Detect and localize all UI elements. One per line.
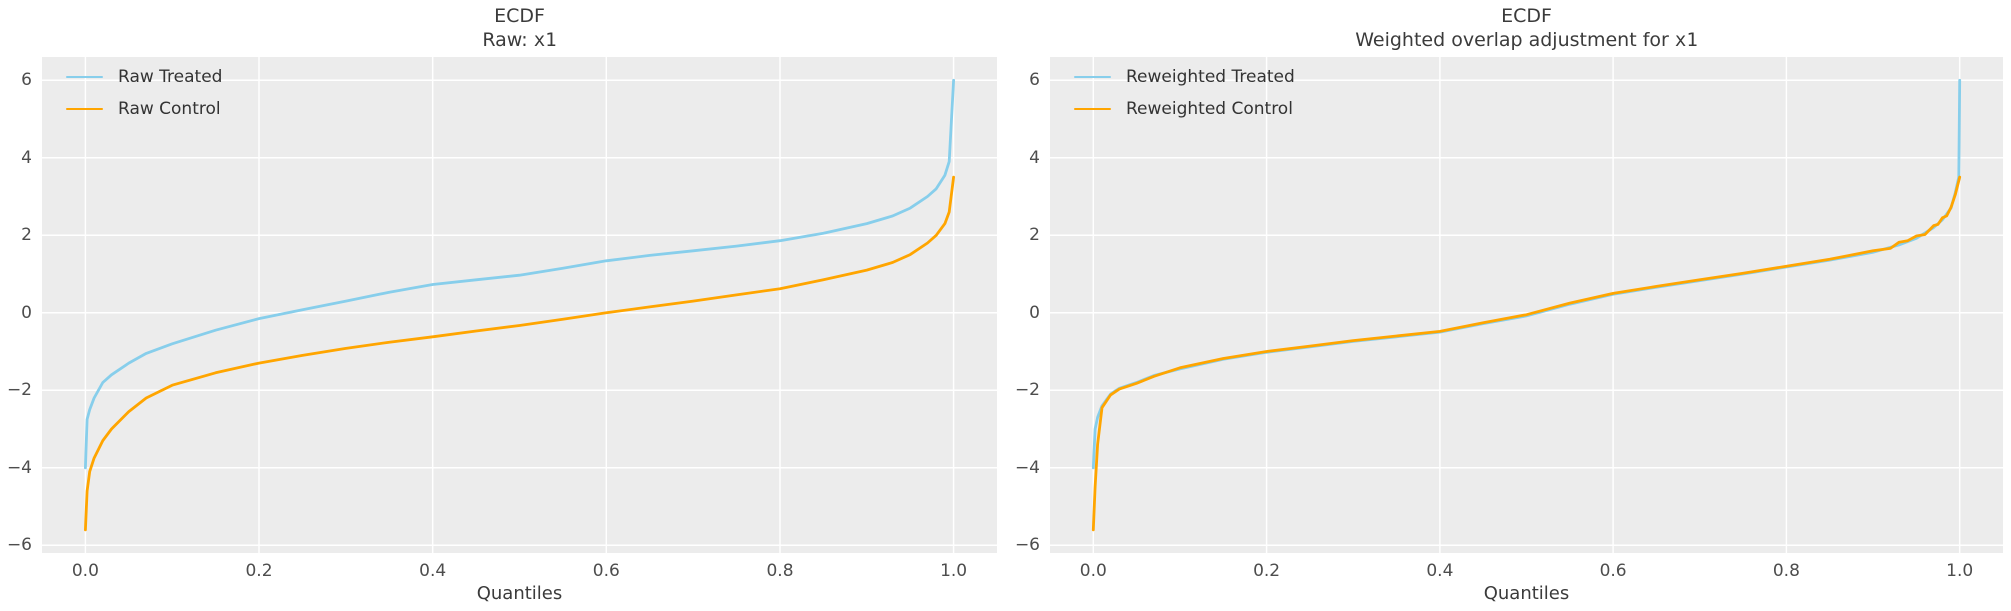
x-tick-label: 0.2 xyxy=(1253,561,1281,581)
x-tick-label: 0.2 xyxy=(245,561,273,581)
left-plot-subtitle-text: Raw: xyxy=(482,29,534,51)
y-tick-label: 2 xyxy=(1029,225,1040,246)
series-line-raw-treated xyxy=(84,78,955,470)
legend-label-reweighted-treated: Reweighted Treated xyxy=(1126,67,1295,87)
y-tick-label: 0 xyxy=(21,302,32,323)
x-tick-label: 0.0 xyxy=(71,561,99,581)
legend-label-reweighted-control: Reweighted Control xyxy=(1126,99,1293,119)
y-tick-label: 0 xyxy=(1029,302,1040,323)
y-tick-label: −4 xyxy=(6,457,32,478)
left-x-axis-label: Quantiles xyxy=(476,583,563,604)
series-line-raw-control xyxy=(84,175,955,532)
x-tick-label: 0.0 xyxy=(1079,561,1107,581)
x-tick-label: 0.6 xyxy=(1599,561,1627,581)
right-legend: Reweighted Treated Reweighted Control xyxy=(1074,66,1295,120)
legend-item-raw-control: Raw Control xyxy=(66,98,222,120)
left-plot-title: ECDF Raw: x1 xyxy=(42,4,997,52)
plot-canvas xyxy=(1050,57,2003,553)
legend-item-raw-treated: Raw Treated xyxy=(66,66,222,88)
legend-item-reweighted-treated: Reweighted Treated xyxy=(1074,66,1295,88)
x-tick-label: 0.8 xyxy=(1772,561,1800,581)
left-plot-subtitle: Raw: x1 xyxy=(42,28,997,52)
left-legend: Raw Treated Raw Control xyxy=(66,66,222,120)
legend-label-raw-treated: Raw Treated xyxy=(118,67,223,87)
y-tick-label: −4 xyxy=(1014,457,1040,478)
x-tick-label: 0.4 xyxy=(419,561,447,581)
right-plot-title-line1: ECDF xyxy=(1501,5,1552,27)
left-plot-title-line1: ECDF xyxy=(494,5,545,27)
x-tick-label: 1.0 xyxy=(1946,561,1974,581)
y-tick-label: 6 xyxy=(1029,70,1040,91)
series-line-reweighted-control xyxy=(1091,175,1962,532)
series-line-reweighted-treated xyxy=(1091,78,1962,470)
right-plot-subtitle-text: Weighted overlap adjustment for xyxy=(1355,29,1675,51)
left-plot-subtitle-variable: x1 xyxy=(533,29,557,51)
right-plot-area: ECDF Weighted overlap adjustment for x1 … xyxy=(1015,5,2003,604)
x-tick-label: 1.0 xyxy=(940,561,968,581)
raw-control-line-swatch xyxy=(66,107,103,111)
y-tick-label: 2 xyxy=(21,225,32,246)
y-tick-label: 4 xyxy=(21,147,32,168)
reweighted-treated-line-swatch xyxy=(1074,75,1111,79)
left-plot-area: ECDF Raw: x1 Raw Treated Raw Control Qua… xyxy=(7,5,997,604)
right-x-axis-label: Quantiles xyxy=(1483,583,1570,604)
reweighted-control-line-swatch xyxy=(1074,107,1111,111)
right-plot-subtitle-variable: x1 xyxy=(1674,29,1698,51)
raw-treated-line-swatch xyxy=(66,75,103,79)
legend-label-raw-control: Raw Control xyxy=(118,99,221,119)
x-tick-label: 0.4 xyxy=(1426,561,1454,581)
y-tick-label: −2 xyxy=(6,380,32,401)
y-tick-label: −6 xyxy=(1014,535,1040,556)
y-tick-label: −6 xyxy=(6,535,32,556)
right-plot-subtitle: Weighted overlap adjustment for x1 xyxy=(1050,28,2003,52)
x-tick-label: 0.8 xyxy=(766,561,794,581)
y-tick-label: −2 xyxy=(1014,380,1040,401)
x-tick-label: 0.6 xyxy=(592,561,620,581)
y-tick-label: 6 xyxy=(21,70,32,91)
legend-item-reweighted-control: Reweighted Control xyxy=(1074,98,1295,120)
plot-canvas xyxy=(42,57,997,553)
right-plot-title: ECDF Weighted overlap adjustment for x1 xyxy=(1050,4,2003,52)
y-tick-label: 4 xyxy=(1029,147,1040,168)
